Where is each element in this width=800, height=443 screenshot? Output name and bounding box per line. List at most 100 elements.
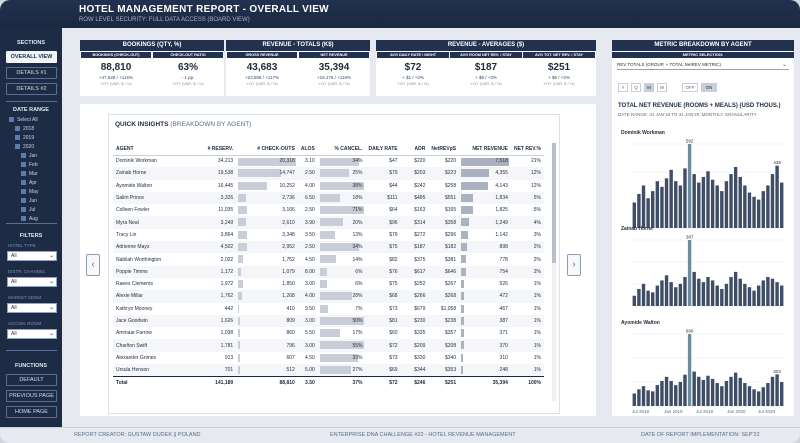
chart-bar[interactable] (664, 275, 669, 306)
date-tree-item[interactable]: May (21, 188, 38, 196)
chart-bar[interactable] (683, 277, 687, 306)
checkbox-icon[interactable] (21, 170, 26, 176)
chart-bar[interactable] (683, 374, 687, 406)
chart-bar[interactable] (720, 288, 724, 306)
date-tree-item[interactable]: Apr (21, 179, 37, 187)
granularity-q-button[interactable]: Q (631, 83, 641, 92)
chart-bar[interactable] (697, 376, 701, 406)
chart-bar[interactable] (655, 285, 660, 306)
section-details-1-button[interactable]: DETAILS #1 (6, 67, 57, 79)
chart-bar[interactable] (706, 277, 710, 306)
filter-hotel-type-select[interactable]: All ⌄ (7, 251, 57, 261)
chart-bar[interactable] (678, 185, 683, 228)
chart-bar[interactable] (651, 292, 655, 306)
chart-bar[interactable] (766, 383, 770, 406)
previous-page-button[interactable]: PREVIOUS PAGE (6, 390, 57, 402)
prev-slide-button[interactable]: ‹ (86, 254, 100, 276)
table-row[interactable]: Alexie Millar 1,762 1,268 4.00 28% $68 $266 $26… (113, 290, 544, 303)
next-slide-button[interactable]: › (567, 254, 581, 276)
table-row[interactable]: Adrienne Mays 4,502 2,952 2.50 34% $75 $187 $18… (113, 241, 544, 254)
chart-bar[interactable] (724, 181, 729, 228)
chart-bar[interactable] (692, 271, 696, 306)
chart-bar[interactable] (770, 376, 775, 406)
granularity-y-button[interactable]: Y (618, 83, 628, 92)
scrollbar-thumb[interactable] (552, 143, 556, 263)
date-tree-item[interactable]: Aug (21, 215, 38, 223)
chart-bar[interactable] (779, 382, 784, 406)
table-row[interactable]: Poppie Timms 1,172 1,079 8.00 6% $76 $617 $646 7… (113, 265, 544, 278)
chart-bar[interactable] (724, 380, 729, 406)
checkbox-icon[interactable] (21, 188, 26, 194)
chart-bar[interactable] (747, 192, 752, 228)
chart-bar[interactable] (747, 287, 752, 306)
chart-bar[interactable] (706, 375, 710, 406)
chart-bar[interactable] (733, 372, 738, 406)
chart-bar[interactable] (674, 287, 678, 306)
chart-bar[interactable] (651, 391, 655, 406)
chart-bar[interactable] (775, 165, 779, 228)
chart-bar[interactable] (669, 169, 673, 228)
chart-bar[interactable] (779, 182, 784, 228)
chart-bar[interactable] (706, 171, 710, 228)
chart-bar[interactable] (697, 278, 701, 306)
chart-bar[interactable] (701, 379, 706, 406)
chart-bar[interactable] (664, 178, 669, 228)
chart-bar[interactable] (710, 280, 715, 306)
chart-bar[interactable] (678, 283, 683, 306)
chart-bar[interactable] (738, 278, 742, 306)
chart-bar[interactable] (747, 386, 752, 406)
table-row[interactable]: Dominik Workman 34,213 20,318 3.10 34% $47 $22… (113, 155, 544, 167)
table-row[interactable]: Ayomide Walton 16,445 10,252 4.00 38% $44 $242… (113, 180, 544, 192)
checkbox-icon[interactable] (21, 179, 26, 185)
chart-bar[interactable] (646, 290, 650, 306)
table-row[interactable]: Ursula Henson 701 512 5.00 27% $69 $344 $353 248… (113, 364, 544, 377)
chart-bar[interactable] (756, 199, 761, 228)
checkbox-icon[interactable] (15, 134, 20, 140)
col-net-rev-pct[interactable]: NET REV.% (510, 143, 544, 156)
chart-bar[interactable] (660, 380, 664, 406)
chart-bar[interactable] (637, 193, 641, 228)
chart-bar[interactable] (701, 176, 706, 228)
chart-bar[interactable] (761, 280, 765, 306)
filter-accom-room-select[interactable]: All ⌄ (7, 329, 57, 339)
chart-bar[interactable] (743, 283, 747, 306)
chart-bar[interactable] (674, 385, 678, 406)
chart-bar[interactable] (779, 285, 784, 306)
table-row[interactable]: Colleen Fowler 11,035 3,166 2.50 71% $64 $163 $… (113, 204, 544, 216)
table-row[interactable]: Salim Prince 3,326 2,736 6.50 18% $111 $485 $55… (113, 191, 544, 205)
col-reserv[interactable]: # RESERV. (198, 143, 237, 156)
chart-bar[interactable] (729, 376, 733, 406)
checkbox-icon[interactable] (21, 215, 26, 221)
chart-bar[interactable] (710, 378, 715, 406)
chart-bar[interactable] (720, 191, 724, 228)
chart-bar[interactable] (752, 290, 756, 306)
date-tree-item[interactable]: Jan (21, 152, 37, 160)
chart-bar[interactable] (637, 389, 641, 406)
chart-bar[interactable] (775, 282, 779, 306)
chart-bar[interactable] (660, 186, 664, 228)
date-tree-item[interactable]: Jun (21, 197, 37, 205)
date-tree-item[interactable]: 2020 (15, 143, 34, 151)
chart-bar[interactable] (756, 285, 761, 306)
chart-bar[interactable] (655, 181, 660, 228)
chart-bar[interactable] (669, 380, 673, 406)
chart-bar[interactable] (641, 185, 646, 228)
table-row[interactable]: Charlton Swift 1,781 796 3.00 55% $72 $209 $208… (113, 339, 544, 352)
table-row[interactable]: Jace Goodwin 1,626 809 3.00 50% $81 $230 $238 38… (113, 314, 544, 328)
chart-bar[interactable] (710, 179, 715, 228)
section-overall-view-button[interactable]: OVERALL VIEW (6, 51, 57, 63)
date-tree-item[interactable]: 2018 (15, 125, 34, 133)
col-net-revenue[interactable]: NET REVENUE (459, 143, 511, 156)
chart-bar[interactable] (687, 144, 692, 228)
filter-distr-channel-select[interactable]: All ⌄ (7, 277, 57, 287)
chart-bar[interactable] (678, 382, 683, 406)
metric-selection-dropdown[interactable]: REV TOTALS (GROUP. + TOTAL NetREV METRIC… (617, 61, 789, 70)
chart-bar[interactable] (733, 166, 738, 228)
col-alos[interactable]: ALOS (297, 143, 318, 156)
chart-bar[interactable] (687, 334, 692, 406)
chart-bar[interactable] (669, 282, 673, 306)
chart-bar[interactable] (770, 278, 775, 306)
chart-bar[interactable] (761, 387, 765, 406)
chart-bar[interactable] (687, 240, 692, 306)
checkbox-icon[interactable] (21, 197, 26, 203)
